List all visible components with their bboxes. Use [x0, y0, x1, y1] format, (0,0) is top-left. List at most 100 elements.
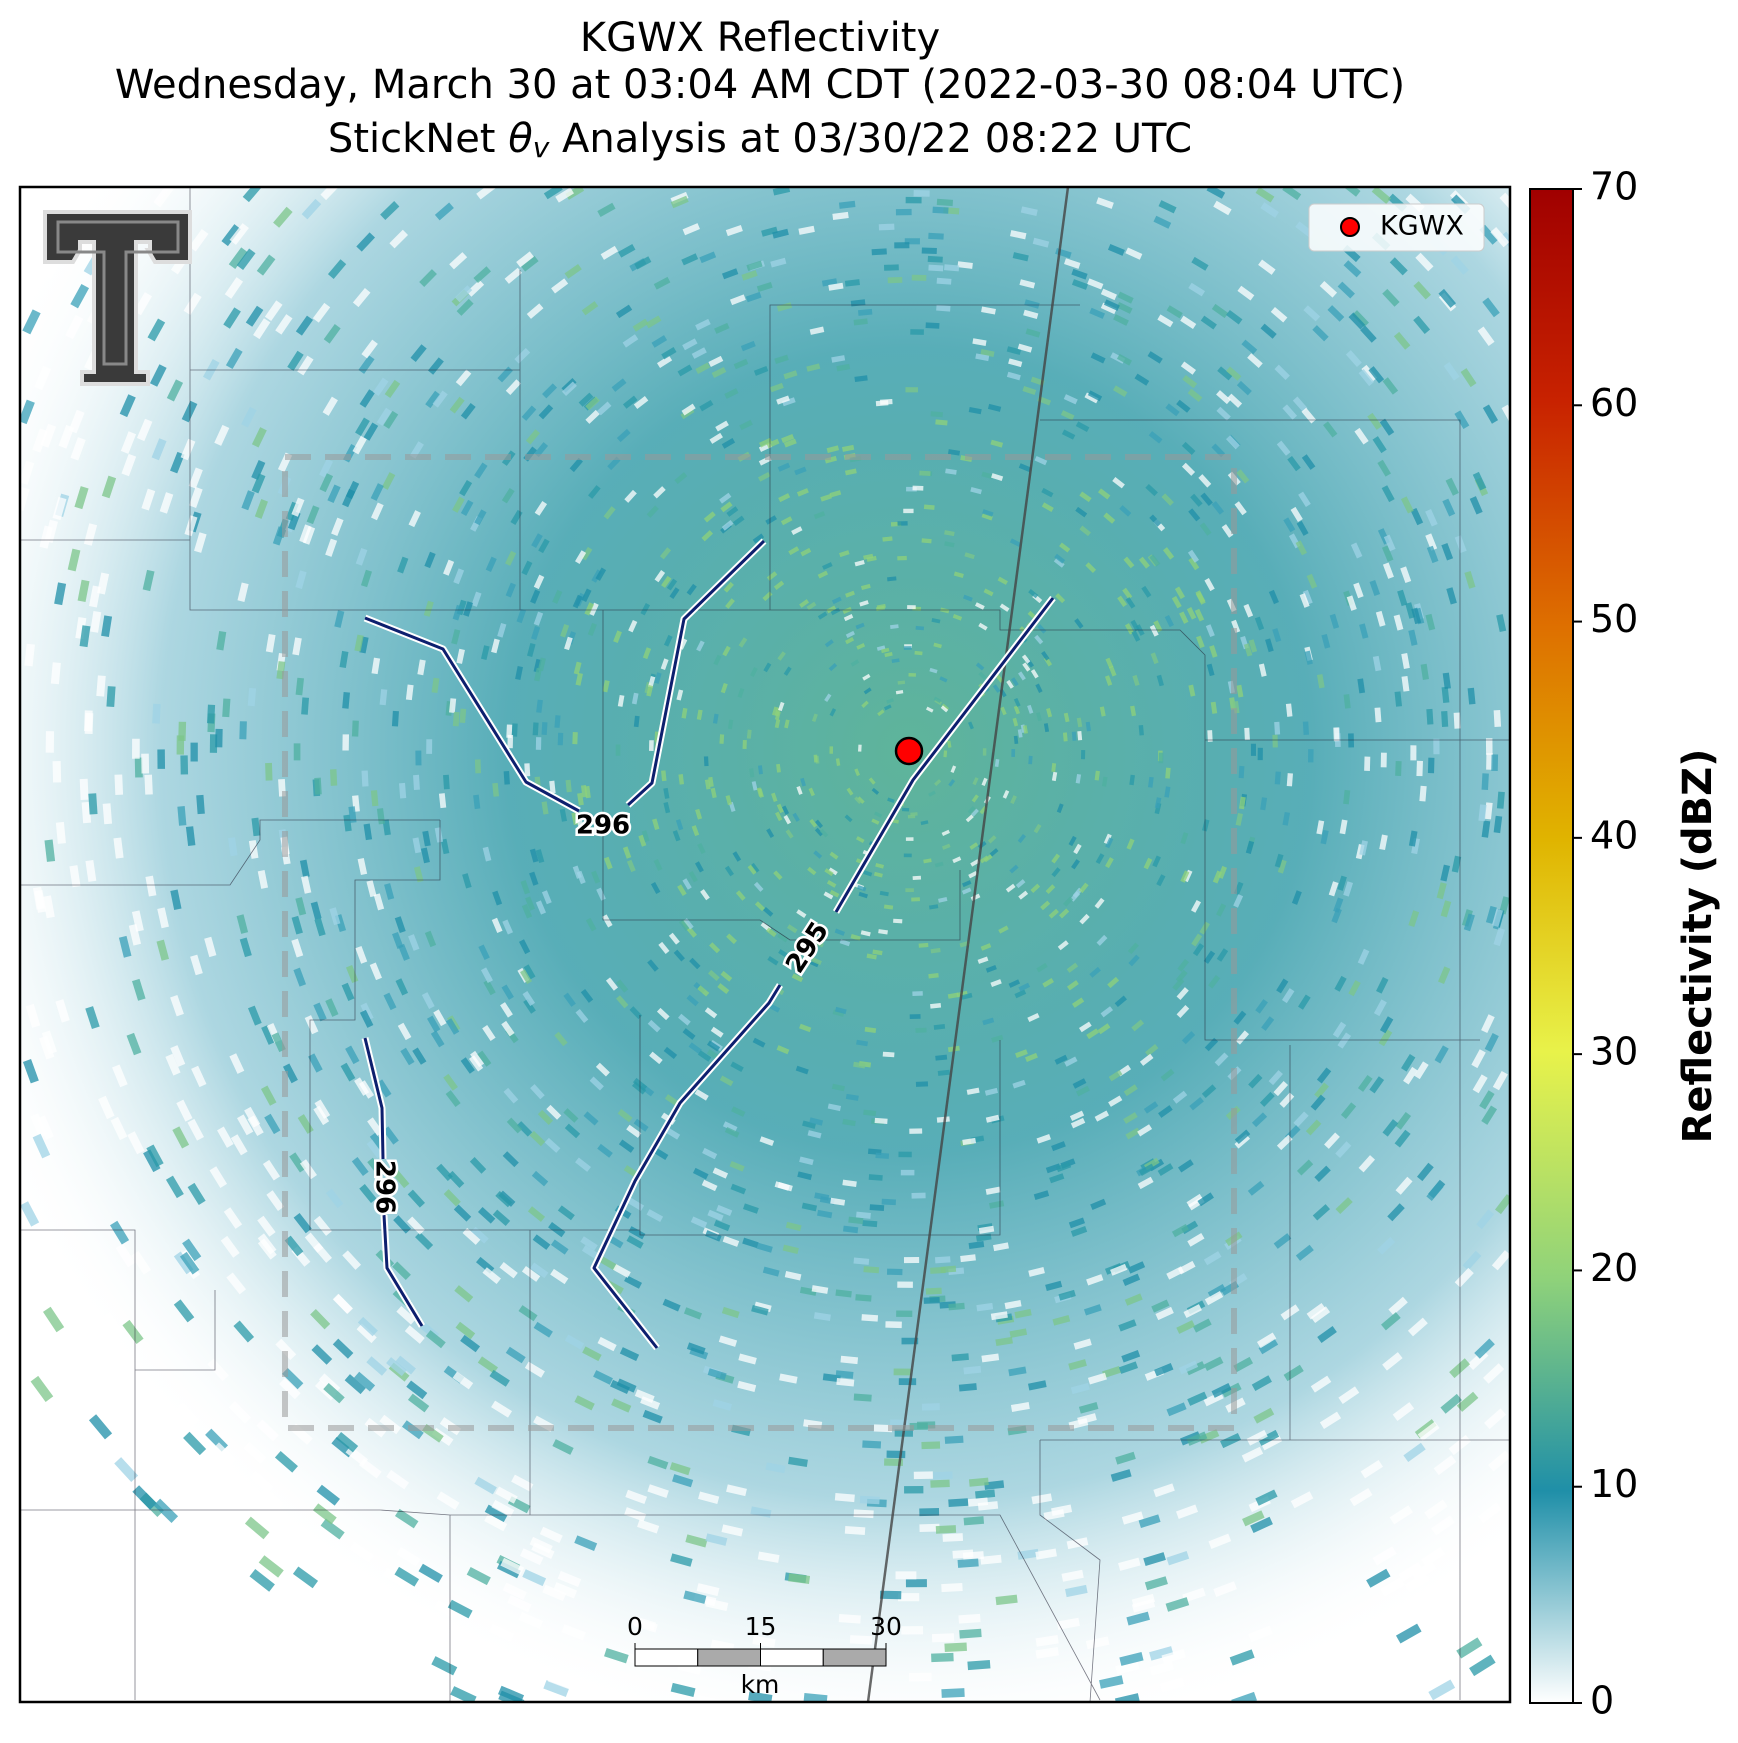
radar-gate	[921, 1403, 940, 1411]
radar-gate	[398, 782, 407, 799]
radar-gate	[757, 765, 763, 775]
radar-gate	[20, 1201, 40, 1227]
radar-gate	[533, 611, 544, 626]
radar-gate	[1089, 307, 1105, 319]
radar-gate	[1467, 687, 1476, 705]
radar-gate	[1118, 1361, 1139, 1374]
radar-gate	[229, 1053, 245, 1074]
radar-gate	[1128, 954, 1140, 967]
radar-gate	[972, 777, 979, 786]
radar-gate	[1071, 859, 1080, 870]
radar-gate	[672, 1474, 694, 1488]
radar-gate	[1048, 908, 1059, 919]
radar-gate	[809, 818, 818, 828]
radar-gate	[495, 1191, 513, 1208]
radar-gate	[1377, 1236, 1396, 1255]
radar-gate	[88, 793, 98, 815]
radar-gate	[1298, 994, 1311, 1010]
radar-gate	[574, 1395, 595, 1411]
radar-gate	[1062, 732, 1068, 742]
radar-gate	[915, 625, 925, 631]
radar-gate	[245, 305, 264, 327]
radar-gate	[856, 1039, 869, 1047]
radar-gate	[819, 828, 829, 838]
radar-gate	[352, 288, 371, 308]
radar-gate	[854, 375, 868, 383]
radar-gate	[1382, 1352, 1403, 1371]
radar-gate	[913, 190, 930, 197]
radar-gate	[978, 1225, 995, 1234]
radar-gate	[944, 530, 955, 537]
radar-gate	[1272, 734, 1278, 748]
radar-gate	[1285, 703, 1293, 717]
radar-gate	[647, 1484, 669, 1498]
radar-gate	[299, 1159, 317, 1180]
radar-gate	[1369, 1076, 1385, 1094]
radar-gate	[1364, 756, 1371, 771]
radar-gate	[322, 396, 338, 416]
radar-gate	[1293, 1111, 1309, 1128]
radar-gate	[572, 732, 578, 745]
radar-gate	[521, 405, 537, 421]
radar-gate	[1490, 227, 1510, 248]
radar-gate	[1415, 252, 1434, 272]
radar-gate	[376, 407, 392, 426]
radar-gate	[1127, 1261, 1146, 1274]
radar-gate	[1042, 978, 1054, 988]
radar-gate	[1192, 943, 1205, 957]
radar-site	[894, 736, 924, 766]
radar-gate	[144, 774, 153, 795]
radar-gate	[754, 901, 766, 912]
radar-gate	[921, 1441, 941, 1450]
radar-gate	[588, 485, 601, 499]
radar-gate	[936, 198, 954, 207]
radar-gate	[551, 278, 569, 294]
radar-gate	[727, 719, 734, 730]
radar-gate	[1012, 717, 1019, 727]
radar-gate	[52, 496, 67, 521]
radar-gate	[492, 890, 503, 906]
radar-gate	[1496, 614, 1507, 633]
radar-gate	[1319, 1411, 1342, 1429]
radar-gate	[1037, 624, 1047, 634]
radar-gate	[595, 567, 607, 581]
radar-gate	[151, 438, 167, 461]
radar-gate	[34, 889, 47, 913]
radar-gate	[340, 1062, 356, 1082]
radar-gate	[456, 298, 474, 316]
radar-gate	[1118, 1557, 1141, 1571]
radar-gate	[1041, 487, 1054, 498]
radar-gate	[242, 187, 263, 203]
radar-gate	[563, 992, 576, 1007]
radar-gate	[506, 1117, 523, 1134]
radar-gate	[419, 269, 437, 287]
radar-gate	[848, 1216, 864, 1225]
radar-gate	[1321, 633, 1331, 649]
radar-gate	[366, 1356, 388, 1376]
radar-gate	[134, 757, 143, 778]
radar-gate	[941, 1688, 965, 1698]
radar-gate	[1030, 883, 1041, 894]
radar-gate	[1408, 629, 1418, 646]
radar-gate	[423, 600, 434, 617]
radar-gate	[97, 1393, 121, 1419]
radar-gate	[1121, 1511, 1144, 1525]
radar-gate	[832, 211, 849, 221]
radar-gate	[716, 1204, 733, 1217]
radar-gate	[1216, 390, 1231, 405]
radar-gate	[538, 538, 550, 554]
radar-gate	[101, 475, 117, 499]
radar-gate	[1472, 471, 1487, 491]
radar-gate	[497, 366, 513, 383]
radar-gate	[619, 1347, 640, 1362]
radar-gate	[763, 907, 774, 917]
radar-gate	[456, 648, 465, 664]
radar-gate	[371, 502, 384, 521]
radar-gate	[836, 363, 851, 372]
radar-gate	[1194, 608, 1205, 622]
radar-gate	[930, 1479, 950, 1488]
radar-gate	[952, 614, 963, 621]
radar-gate	[70, 437, 86, 461]
radar-gate	[471, 591, 482, 607]
radar-gate	[772, 228, 789, 239]
